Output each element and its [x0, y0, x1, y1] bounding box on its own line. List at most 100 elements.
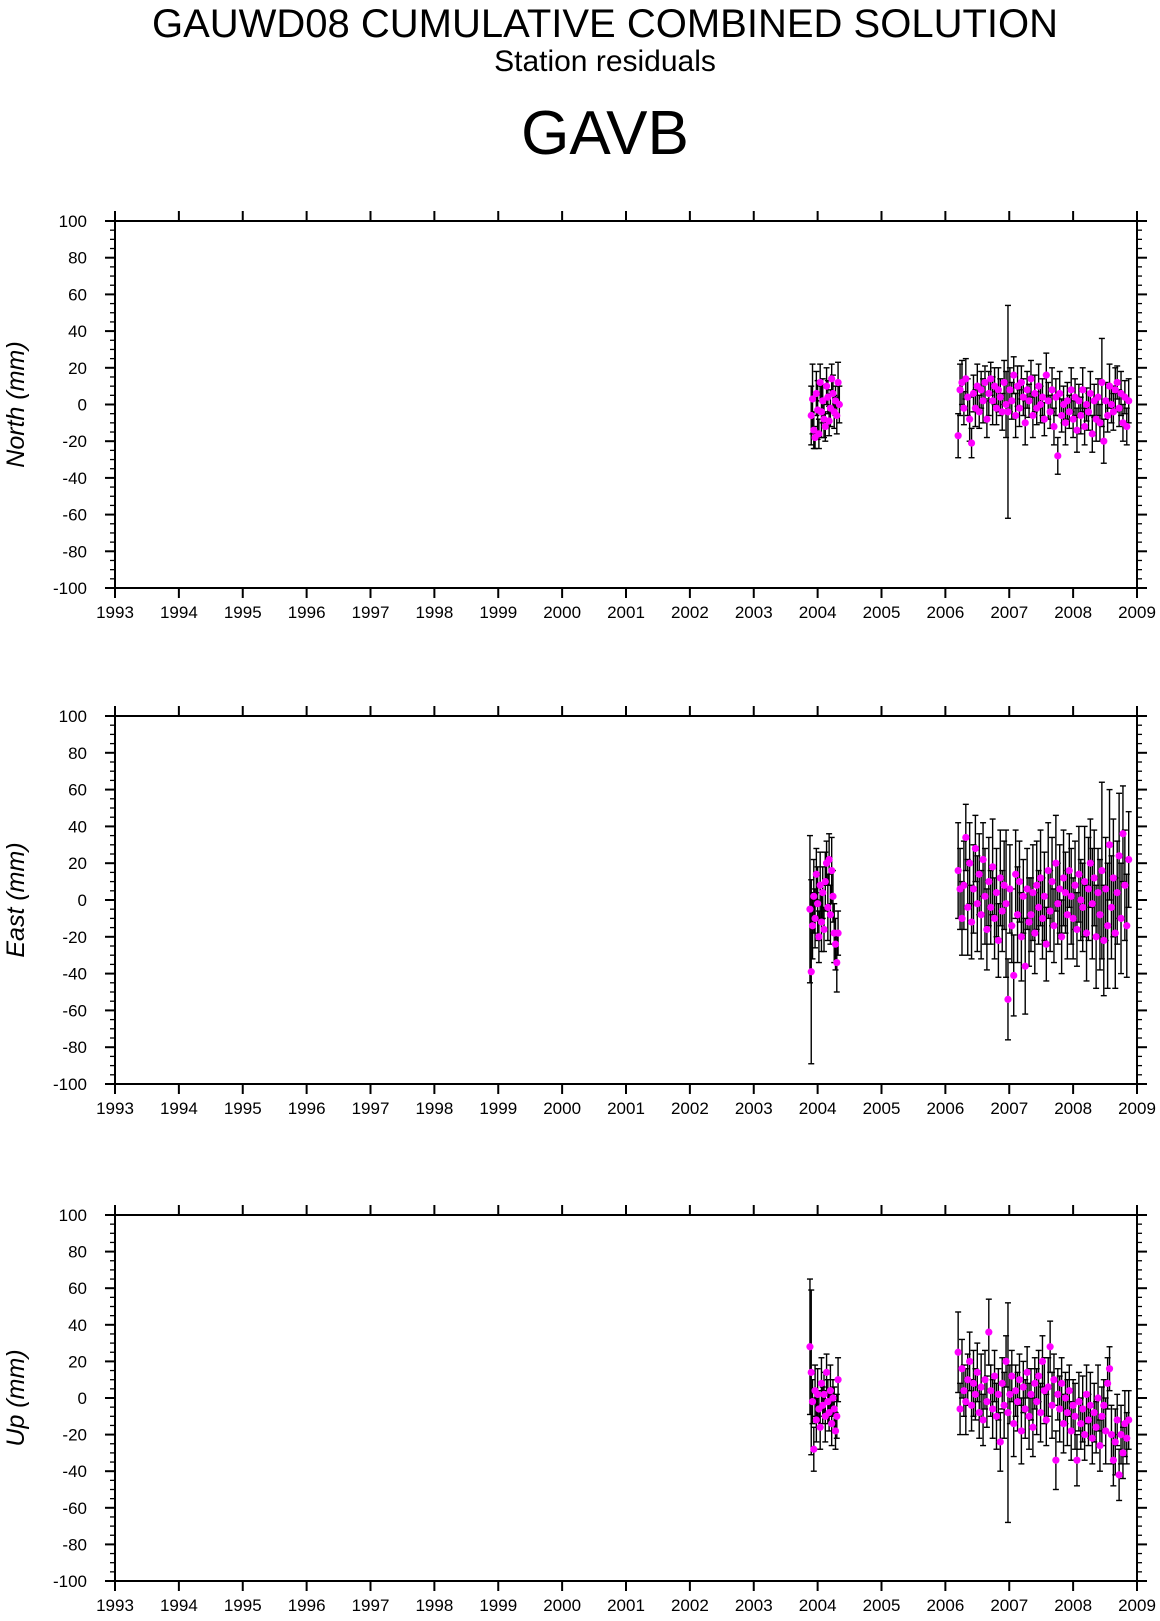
y-tick-label: 100 [59, 212, 87, 231]
data-point [810, 1445, 818, 1453]
data-point [828, 866, 836, 875]
data-point [975, 408, 983, 416]
data-point [1004, 408, 1012, 416]
y-tick-label: -40 [62, 469, 87, 488]
data-point [1002, 900, 1010, 908]
data-point [807, 411, 815, 420]
data-point [983, 925, 991, 934]
data-point [966, 415, 974, 423]
x-tick-label: 1998 [415, 1596, 453, 1615]
x-tick-label: 1994 [160, 1099, 198, 1118]
data-point [1086, 1401, 1094, 1409]
data-point [812, 389, 820, 398]
data-point [1042, 940, 1050, 948]
y-tick-label: -20 [62, 1426, 87, 1445]
data-point [971, 1390, 979, 1398]
data-point [1056, 1405, 1064, 1413]
data-point [1077, 1420, 1085, 1428]
data-point [967, 439, 976, 447]
data-point [962, 833, 970, 842]
data-point [1023, 386, 1031, 394]
data-point [1058, 1379, 1066, 1387]
data-point [1008, 397, 1016, 405]
data-point [973, 900, 981, 908]
panel-east: 1993 1994 1995 1996 1997 1998 1999 2000 2001 2002… [2, 706, 1156, 1118]
data-point [954, 1348, 962, 1356]
x-tick-label: 2001 [607, 1099, 645, 1118]
y-tick-label: -80 [62, 542, 87, 561]
data-point [1054, 452, 1062, 460]
y-tick-label: 20 [68, 854, 87, 873]
data-point [819, 397, 827, 405]
data-point [958, 914, 966, 923]
data-point [962, 375, 970, 383]
data-point [1015, 1376, 1024, 1384]
data-point [808, 395, 817, 403]
data-point [1111, 1438, 1119, 1446]
y-tick-label: -20 [62, 928, 87, 947]
data-point [828, 1420, 836, 1428]
data-point [1121, 881, 1129, 889]
data-point [829, 389, 837, 398]
data-point [1086, 389, 1094, 398]
data-point [1004, 1409, 1012, 1417]
data-point [1048, 878, 1056, 886]
data-point [1031, 389, 1039, 398]
data-point [1048, 386, 1056, 394]
data-point [1105, 841, 1114, 849]
x-tick-label: 2000 [543, 603, 581, 622]
data-point [1004, 995, 1012, 1003]
data-point [1096, 911, 1104, 919]
data-point [1075, 1398, 1083, 1406]
data-point [1015, 404, 1024, 412]
data-point [820, 925, 828, 934]
data-point [960, 881, 968, 889]
data-point [1010, 371, 1018, 379]
y-tick-label: 40 [68, 817, 87, 836]
data-point [1075, 397, 1083, 405]
x-tick-label: 1998 [415, 603, 453, 622]
data-point [1012, 411, 1020, 420]
data-point [1077, 896, 1085, 904]
data-point [1071, 1412, 1079, 1420]
data-point [962, 1398, 970, 1406]
data-point [971, 844, 979, 853]
x-tick-label: 1993 [96, 1596, 134, 1615]
x-tick-label: 2003 [735, 1596, 773, 1615]
data-point [1125, 397, 1133, 405]
data-point [1019, 393, 1027, 401]
x-tick-label: 2000 [543, 1099, 581, 1118]
data-point [1025, 397, 1033, 405]
data-point [987, 1387, 995, 1395]
x-tick-label: 1997 [352, 1596, 390, 1615]
data-point [1059, 1420, 1068, 1428]
y-tick-label: -80 [62, 1535, 87, 1554]
y-tick-label: 20 [68, 1352, 87, 1371]
data-point [992, 889, 1001, 897]
data-point [816, 881, 824, 889]
y-tick-label: 80 [68, 249, 87, 268]
data-point [1079, 1405, 1087, 1413]
data-point [977, 911, 985, 919]
data-point [1061, 419, 1070, 427]
x-tick-label: 2000 [543, 1596, 581, 1615]
data-point [1029, 411, 1037, 420]
data-point [1054, 900, 1062, 908]
data-point [833, 958, 841, 967]
data-point [1036, 400, 1045, 409]
data-point [1021, 419, 1029, 427]
y-tick-label: -60 [62, 1001, 87, 1020]
y-tick-label: 100 [59, 707, 87, 726]
y-tick-label: -100 [53, 1075, 87, 1094]
data-point [829, 892, 837, 900]
data-point [1050, 422, 1058, 431]
x-tick-label: 2009 [1118, 1596, 1156, 1615]
data-point [1050, 1376, 1058, 1384]
data-point [1096, 1441, 1104, 1450]
x-tick-label: 1996 [288, 603, 326, 622]
data-point [996, 1438, 1004, 1446]
data-point [981, 892, 989, 900]
data-point [1038, 1357, 1047, 1365]
data-point [833, 1412, 841, 1420]
data-point [1042, 371, 1050, 379]
